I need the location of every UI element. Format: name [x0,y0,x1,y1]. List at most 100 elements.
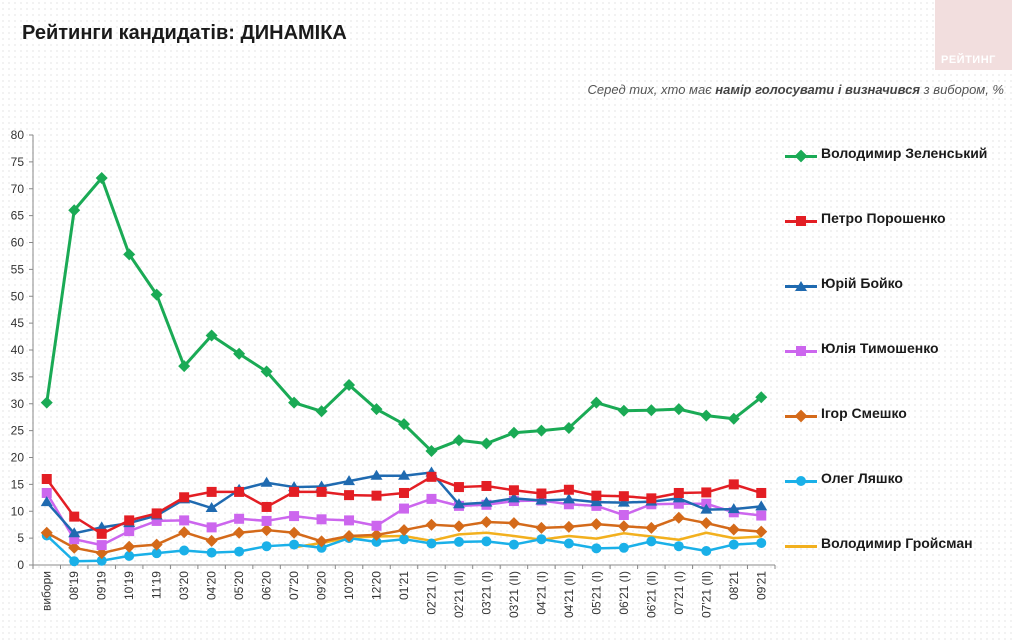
data-point [289,539,300,550]
data-point [399,503,409,514]
legend-item: Володимир Зеленський [785,145,1010,210]
data-point [40,496,53,507]
data-point [95,172,108,184]
data-point [205,534,218,547]
data-point [701,546,712,557]
data-point [700,409,713,422]
data-point [452,520,465,533]
legend-label: Петро Порошенко [821,210,946,226]
data-point [590,496,603,507]
data-point [590,396,603,409]
data-point [371,536,382,547]
legend-label: Юлія Тимошенко [821,340,939,356]
data-point [426,538,437,549]
data-point [96,555,107,566]
data-point [316,542,327,553]
x-tick-label: 03'21 (II) [507,571,521,618]
data-point [398,469,410,480]
data-point [151,515,162,526]
y-tick-label: 55 [11,262,25,276]
data-point [426,471,437,482]
x-tick-label: 05'20 [232,571,246,600]
y-tick-label: 65 [11,209,25,223]
x-tick-label: 08'19 [67,571,81,600]
x-tick-label: 11'19 [150,571,164,599]
data-point [453,482,464,493]
data-point [673,498,684,509]
data-point [343,475,356,486]
data-point [618,510,629,521]
data-point [371,490,382,501]
data-point [755,391,768,404]
series-line-володимир-гройсман [293,531,762,549]
data-point [591,543,602,554]
subtitle-bold: намір голосувати і визначився [715,82,921,97]
data-point [507,426,520,439]
data-point [234,546,245,557]
data-point [617,404,630,417]
data-point [700,517,713,530]
x-tick-label: 04'20 [205,571,219,600]
legend-item: Петро Порошенко [785,210,1010,275]
y-tick-label: 5 [17,531,24,545]
data-point [426,493,437,504]
data-point [481,480,492,491]
x-tick-label: 08'21 [727,571,741,600]
y-tick-label: 50 [11,289,25,303]
x-tick-label: 06'21 (I) [617,571,631,615]
data-point [562,493,575,504]
data-point [371,520,382,531]
data-point [123,540,136,553]
data-point [260,524,273,537]
data-point [206,547,217,558]
x-tick-label: 09'20 [315,571,329,600]
data-point [344,490,355,501]
y-tick-label: 45 [11,316,25,330]
y-tick-label: 60 [11,236,25,250]
data-point [289,486,300,497]
data-point [68,204,81,217]
legend-swatch [785,475,817,487]
data-point [124,526,135,537]
legend-item: Володимир Гройсман [785,535,1010,600]
legend-item: Олег Ляшко [785,470,1010,535]
data-point [205,502,218,513]
data-point [151,548,162,559]
data-point [69,511,80,522]
data-point [316,514,327,525]
data-point [756,487,767,498]
legend-swatch [785,345,817,357]
data-point [563,538,574,549]
data-point [233,347,246,360]
data-point [562,520,575,533]
data-point [755,500,768,511]
data-point [206,522,217,533]
data-point [756,510,767,521]
data-point [728,479,739,490]
data-point [727,503,740,514]
data-point [370,403,383,416]
data-point [480,437,493,450]
x-tick-label: 10'19 [122,571,136,600]
data-point [399,487,409,498]
legend-label: Олег Ляшко [821,470,903,486]
brand-logo: РЕЙТИНГ [935,0,1012,70]
chart-legend: Володимир Зеленський Петро Порошенко Юрій … [785,145,1010,600]
legend-swatch [785,540,817,552]
y-tick-label: 25 [11,424,25,438]
data-point [507,517,520,530]
data-point [452,498,465,509]
legend-swatch [785,149,817,163]
data-point [480,496,493,507]
data-point [646,536,657,547]
data-point [591,490,602,501]
data-point [535,424,548,437]
data-point [344,515,355,526]
y-tick-label: 10 [11,504,25,518]
data-point [68,541,81,554]
y-tick-label: 70 [11,182,25,196]
data-point [205,329,218,342]
data-point [315,405,328,418]
data-point [370,469,383,480]
